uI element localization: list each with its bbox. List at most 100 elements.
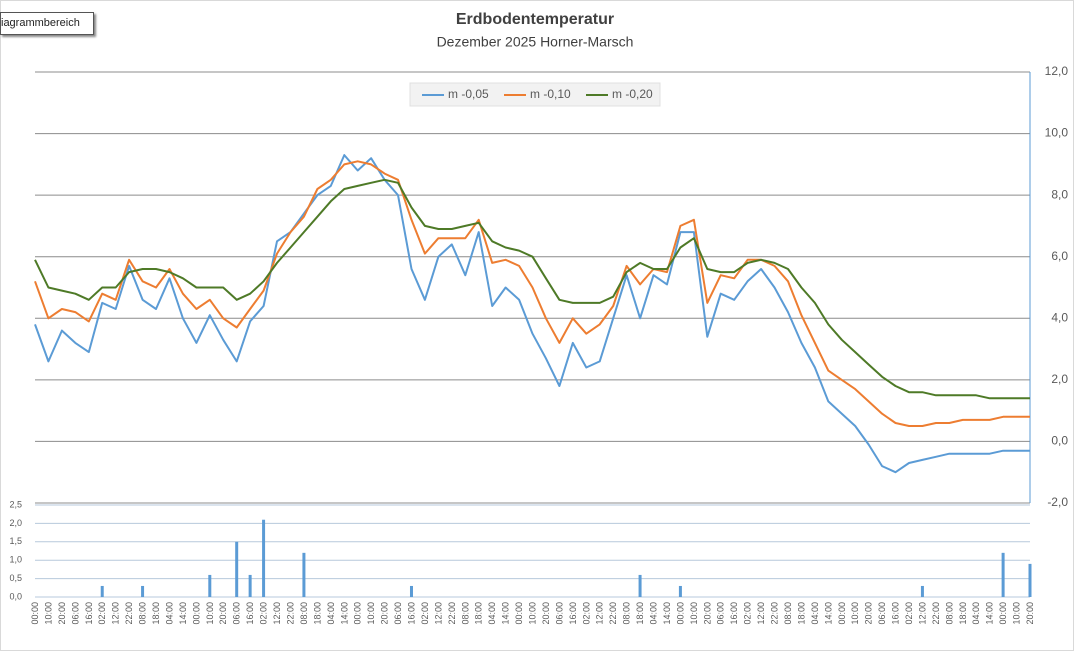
x-tick-label: 08:00 <box>783 602 793 625</box>
x-tick-label: 12:00 <box>756 602 766 625</box>
series-line <box>34 154 1030 474</box>
series-line <box>34 178 1030 400</box>
x-tick-label: 02:00 <box>97 602 107 625</box>
x-tick-label: 00:00 <box>514 602 524 625</box>
x-tick-label: 14:00 <box>339 602 349 625</box>
x-tick-label: 16:00 <box>568 602 578 625</box>
x-tick-label: 00:00 <box>30 602 40 625</box>
y-tick-label: 6,0 <box>1051 249 1068 263</box>
x-tick-label: 14:00 <box>178 602 188 625</box>
y-tick-label: 2,5 <box>9 499 22 509</box>
chart-subtitle: Dezember 2025 Horner-Marsch <box>437 34 634 50</box>
x-tick-label: 22:00 <box>124 602 134 625</box>
x-tick-label: 02:00 <box>904 602 914 625</box>
x-tick-label: 16:00 <box>245 602 255 625</box>
x-tick-label: 00:00 <box>353 602 363 625</box>
x-tick-label: 18:00 <box>151 602 161 625</box>
x-tick-label: 04:00 <box>326 602 336 625</box>
x-tick-label: 08:00 <box>460 602 470 625</box>
x-tick-label: 16:00 <box>729 602 739 625</box>
x-tick-label: 00:00 <box>675 602 685 625</box>
x-tick-label: 02:00 <box>581 602 591 625</box>
x-tick-label: 10:00 <box>205 602 215 625</box>
x-tick-label: 04:00 <box>164 602 174 625</box>
bar <box>638 574 642 597</box>
x-tick-label: 20:00 <box>1025 602 1035 625</box>
x-tick-label: 14:00 <box>501 602 511 625</box>
x-tick-label: 12:00 <box>111 602 121 625</box>
x-tick-label: 18:00 <box>474 602 484 625</box>
x-tick-label: 06:00 <box>554 602 564 625</box>
legend-label: m -0,10 <box>530 87 571 101</box>
x-tick-label: 16:00 <box>891 602 901 625</box>
x-tick-label: 20:00 <box>57 602 67 625</box>
x-tick-label: 00:00 <box>191 602 201 625</box>
x-tick-label: 20:00 <box>380 602 390 625</box>
x-tick-label: 04:00 <box>971 602 981 625</box>
x-tick-label: 06:00 <box>70 602 80 625</box>
legend-label: m -0,20 <box>612 87 653 101</box>
x-tick-label: 10:00 <box>43 602 53 625</box>
x-tick-label: 12:00 <box>433 602 443 625</box>
bar <box>409 585 413 597</box>
series-line <box>34 160 1030 427</box>
x-tick-label: 06:00 <box>877 602 887 625</box>
x-tick-label: 22:00 <box>770 602 780 625</box>
x-tick-label: 04:00 <box>810 602 820 625</box>
x-tick-label: 22:00 <box>931 602 941 625</box>
bar <box>920 585 924 597</box>
x-tick-label: 22:00 <box>608 602 618 625</box>
x-tick-label: 10:00 <box>689 602 699 625</box>
y-tick-label: -2,0 <box>1047 495 1068 509</box>
y-tick-label: 4,0 <box>1051 310 1068 324</box>
x-tick-label: 10:00 <box>366 602 376 625</box>
x-tick-label: 08:00 <box>944 602 954 625</box>
x-tick-label: 02:00 <box>743 602 753 625</box>
x-tick-label: 16:00 <box>406 602 416 625</box>
bar <box>235 541 239 597</box>
bar <box>248 574 252 597</box>
x-tick-label: 00:00 <box>837 602 847 625</box>
y-tick-label: 10,0 <box>1045 126 1069 140</box>
x-tick-label: 06:00 <box>232 602 242 625</box>
x-tick-label: 22:00 <box>285 602 295 625</box>
x-tick-label: 18:00 <box>958 602 968 625</box>
bar <box>100 585 104 597</box>
bar <box>678 585 682 597</box>
y-tick-label: 1,5 <box>9 536 22 546</box>
x-tick-label: 18:00 <box>635 602 645 625</box>
y-tick-label: 8,0 <box>1051 187 1068 201</box>
bar <box>302 552 306 597</box>
chart-title: Erdbodentemperatur <box>456 11 614 28</box>
legend-box <box>409 82 661 107</box>
legend-label: m -0,05 <box>448 87 489 101</box>
y-tick-label: 2,0 <box>9 518 22 528</box>
y-tick-label: 0,5 <box>9 573 22 583</box>
x-tick-label: 16:00 <box>84 602 94 625</box>
bar <box>1001 552 1005 597</box>
x-tick-label: 18:00 <box>796 602 806 625</box>
x-tick-label: 14:00 <box>985 602 995 625</box>
x-tick-label: 20:00 <box>702 602 712 625</box>
x-tick-label: 18:00 <box>312 602 322 625</box>
x-tick-label: 06:00 <box>716 602 726 625</box>
x-tick-label: 02:00 <box>259 602 269 625</box>
y-tick-label: 0,0 <box>1051 434 1068 448</box>
bar <box>262 519 266 597</box>
x-tick-label: 04:00 <box>487 602 497 625</box>
x-tick-label: 12:00 <box>917 602 927 625</box>
tooltip: iagrammbereich <box>0 12 94 35</box>
x-tick-label: 20:00 <box>864 602 874 625</box>
x-tick-label: 12:00 <box>595 602 605 625</box>
x-tick-label: 08:00 <box>299 602 309 625</box>
x-tick-label: 20:00 <box>218 602 228 625</box>
x-tick-label: 08:00 <box>138 602 148 625</box>
y-tick-label: 12,0 <box>1045 64 1069 78</box>
y-tick-label: 0,0 <box>9 591 22 601</box>
bar <box>1028 563 1032 597</box>
bar <box>208 574 212 597</box>
x-tick-label: 08:00 <box>622 602 632 625</box>
x-tick-label: 06:00 <box>393 602 403 625</box>
